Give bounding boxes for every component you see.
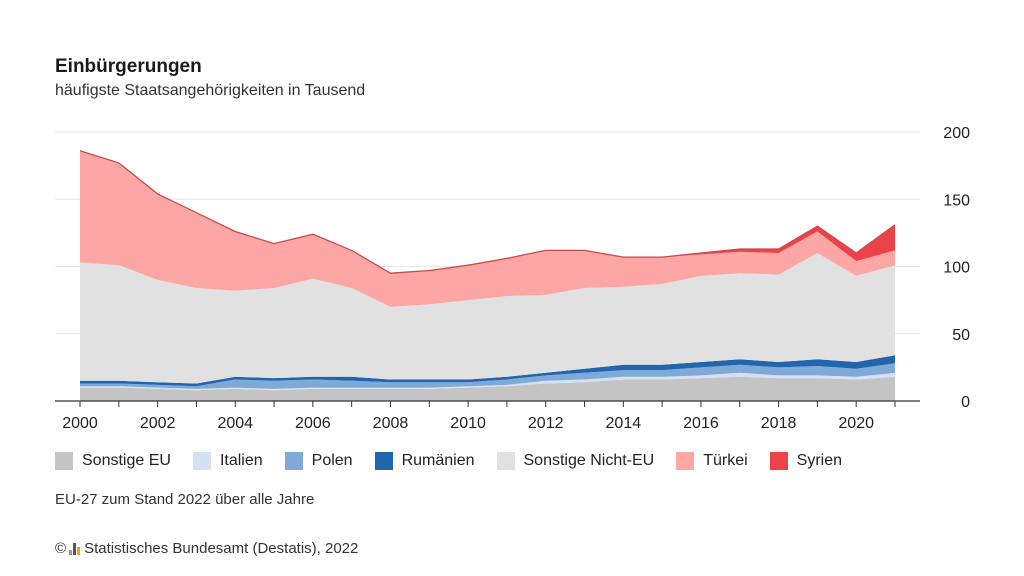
y-tick-label: 150: [943, 192, 970, 209]
x-tick-label: 2000: [62, 415, 98, 432]
area-sonstige-nicht-eu: [80, 253, 895, 384]
legend-swatch: [496, 452, 515, 470]
copyright-symbol: ©: [55, 540, 67, 557]
area-rumänien: [80, 355, 895, 387]
legend-label: Türkei: [703, 452, 748, 469]
area-series: [79, 150, 896, 401]
legend-label: Rumänien: [401, 452, 475, 469]
legend-item: Italien: [192, 452, 263, 470]
x-tick-label: 2020: [838, 415, 874, 432]
y-tick-label: 50: [952, 327, 970, 344]
y-tick-label: 100: [943, 260, 970, 277]
legend-swatch: [676, 452, 695, 470]
legend: Sonstige EU Italien Polen Rumänien Sonstige …: [55, 452, 864, 470]
legend-label: Italien: [219, 452, 263, 469]
destatis-logo-icon: [69, 542, 81, 555]
footnote: EU-27 zum Stand 2022 über alle Jahre: [55, 491, 315, 508]
x-tick-label: 2010: [450, 415, 486, 432]
source-text: Statistisches Bundesamt (Destatis), 2022: [84, 540, 359, 557]
area-italien: [80, 372, 895, 391]
area-türkei: [80, 150, 895, 307]
x-tick-label: 2012: [528, 415, 564, 432]
legend-swatch: [192, 452, 211, 470]
axes: 200 150 100 50 0 2000 2002 2004 2006 2008 2010 2012…: [55, 125, 970, 432]
x-tick-label: 2004: [217, 415, 253, 432]
legend-item: Sonstige EU: [55, 452, 171, 470]
legend-item: Polen: [284, 452, 353, 470]
legend-item: Sonstige Nicht-EU: [496, 452, 655, 470]
legend-swatch: [55, 452, 73, 470]
legend-item: Syrien: [769, 452, 843, 470]
legend-label: Syrien: [796, 452, 843, 469]
x-tick-label: 2002: [140, 415, 176, 432]
legend-swatch: [374, 452, 393, 470]
stacked-area-chart: 200 150 100 50 0 2000 2002 2004 2006 2008 2010 2012…: [55, 125, 970, 432]
chart-title: Einbürgerungen: [55, 56, 202, 77]
legend-label: Sonstige Nicht-EU: [523, 452, 655, 469]
area-polen: [80, 363, 895, 389]
area-sonstige-eu: [80, 376, 895, 401]
y-tick-label: 0: [961, 394, 970, 411]
x-tick-label: 2018: [761, 415, 797, 432]
chart-subtitle: häufigste Staatsangehörigkeiten in Tause…: [55, 82, 366, 99]
x-tick-label: 2014: [606, 415, 642, 432]
legend-label: Polen: [311, 452, 353, 469]
legend-swatch: [284, 452, 303, 470]
legend-item: Türkei: [676, 452, 748, 470]
x-tick-label: 2008: [373, 415, 409, 432]
x-tick-label: 2006: [295, 415, 331, 432]
y-tick-label: 200: [943, 125, 970, 142]
x-tick-label: 2016: [683, 415, 719, 432]
source-line: © Statistisches Bundesamt (Destatis), 20…: [55, 540, 358, 557]
legend-label: Sonstige EU: [82, 452, 171, 469]
legend-item: Rumänien: [374, 452, 475, 470]
legend-swatch: [769, 452, 788, 470]
total-outline: [79, 150, 896, 274]
